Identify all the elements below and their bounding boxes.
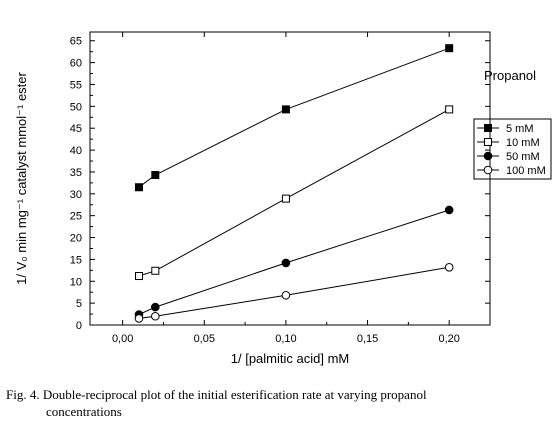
y-tick-label: 35 [70,167,82,179]
chart: 0,00 0,05 0,10 0,15 0,20 0 5 10 15 20 25 30 35 40 45 5… [14,31,552,366]
series-line [138,209,450,315]
legend-title: Propanol [484,68,536,83]
y-tick-label: 0 [76,320,82,332]
x-tick-label: 0,00 [112,333,133,345]
data-point [281,258,291,268]
x-tick-label: 0,15 [357,333,378,345]
legend-label: 100 mM [506,165,546,177]
y-tick-label: 60 [70,58,82,70]
legend-box [473,118,552,180]
data-point [151,171,160,180]
data-point [134,314,144,323]
caption-line-2: concentrations [46,404,122,419]
legend-item: 10 mM [477,137,540,149]
caption-line-1: Fig. 4. Double-reciprocal plot of the in… [6,387,427,402]
series-line [138,108,450,277]
y-tick-label: 5 [76,298,82,310]
y-tick-label: 50 [70,101,82,113]
series-1 [134,44,454,192]
data-point [444,262,454,272]
y-tick-label: 10 [70,276,82,288]
x-axis-label: 1/ [palmitic acid] mM [231,351,349,366]
series-layer [134,44,454,323]
data-point [445,105,454,114]
figure-caption: Fig. 4. Double-reciprocal plot of the in… [6,386,546,420]
data-point [151,311,160,321]
x-axis-ticks: 0,00 0,05 0,10 0,15 0,20 [112,32,460,345]
legend-label: 5 mM [506,123,534,135]
legend-label: 50 mM [506,151,540,163]
y-tick-label: 65 [70,36,82,48]
data-point [445,44,454,53]
y-tick-label: 15 [70,254,82,266]
data-point [281,105,290,114]
data-point [444,205,454,215]
legend-item: 100 mM [477,165,546,177]
series-line [138,266,450,319]
data-point [281,290,291,300]
data-point [134,183,143,192]
legend-marker [484,138,492,146]
legend-marker [483,165,493,175]
x-tick-label: 0,20 [438,333,459,345]
data-point [151,302,160,312]
y-axis-ticks: 0 5 10 15 20 25 30 35 40 45 50 55 60 65 [70,36,490,332]
y-tick-label: 20 [70,233,82,245]
y-tick-label: 45 [70,123,82,135]
series-4 [134,262,454,323]
data-point [281,194,290,203]
x-tick-label: 0,10 [275,333,296,345]
data-point [151,266,160,275]
y-tick-label: 40 [70,145,82,157]
y-tick-label: 30 [70,189,82,201]
legend-label: 10 mM [506,137,540,149]
legend: Propanol 5 mM 10 mM 50 mM 100 mM [473,68,552,180]
x-tick-label: 0,05 [194,333,215,345]
legend-marker [484,124,492,132]
legend-item: 5 mM [477,123,534,135]
legend-items: 5 mM 10 mM 50 mM 100 mM [477,123,546,177]
data-point [134,272,143,281]
legend-marker [483,151,493,161]
legend-item: 50 mM [477,151,540,163]
series-3 [134,205,454,319]
series-line [138,47,450,188]
y-tick-label: 25 [70,211,82,223]
y-tick-label: 55 [70,79,82,91]
series-2 [134,105,454,281]
y-axis-label: 1/ V₀ min mg⁻¹ catalyst mmol⁻¹ ester [14,71,29,284]
